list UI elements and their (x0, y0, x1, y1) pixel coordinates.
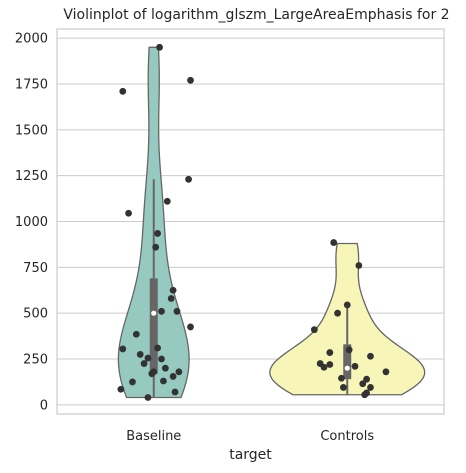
median-marker-controls (344, 365, 350, 371)
y-tick-label: 250 (23, 353, 48, 368)
data-point (161, 364, 169, 372)
data-point (169, 373, 177, 380)
data-point (119, 87, 127, 95)
data-point (330, 239, 338, 246)
data-point (355, 262, 363, 269)
data-point (187, 323, 194, 331)
y-tick-label: 1500 (15, 123, 48, 138)
y-tick-label: 1000 (15, 215, 48, 230)
data-point (152, 243, 160, 251)
data-point (187, 76, 194, 84)
data-point (129, 378, 136, 386)
data-point (158, 307, 165, 315)
data-point (361, 391, 369, 399)
data-point (148, 370, 156, 378)
x-tick-label: Controls (320, 429, 374, 444)
data-point (320, 363, 328, 371)
y-tick-label: 2000 (15, 32, 48, 47)
data-point (173, 307, 181, 315)
data-point (382, 368, 390, 376)
data-point (160, 377, 167, 385)
data-point (339, 384, 347, 391)
data-point (136, 351, 144, 358)
data-point (351, 362, 359, 370)
data-point (144, 354, 152, 362)
data-point (326, 349, 334, 356)
data-point (326, 361, 334, 368)
median-marker-baseline (151, 310, 157, 316)
data-point (171, 388, 179, 396)
data-point (163, 197, 171, 205)
data-point (158, 355, 165, 363)
x-tick-labels: Baseline Controls (126, 429, 374, 444)
data-point (367, 384, 374, 391)
x-axis-title: target (229, 447, 272, 463)
data-point (359, 380, 367, 388)
x-tick-label: Baseline (126, 429, 181, 444)
data-point (343, 301, 351, 309)
data-point (175, 368, 183, 376)
data-point (367, 352, 374, 360)
data-point (156, 43, 163, 51)
data-point (345, 346, 353, 354)
data-point (338, 374, 345, 382)
data-point (125, 209, 132, 217)
point-layer (117, 43, 390, 401)
data-point (144, 394, 152, 401)
data-point (167, 295, 175, 302)
y-tick-labels: 0 250 500 750 1000 1250 1500 1750 2000 (15, 32, 48, 414)
y-tick-label: 750 (23, 261, 48, 276)
data-point (334, 309, 341, 317)
data-point (169, 286, 177, 294)
data-point (310, 326, 318, 334)
y-tick-label: 0 (40, 398, 48, 413)
data-point (154, 344, 162, 352)
y-tick-label: 500 (23, 307, 48, 322)
data-point (117, 385, 125, 393)
data-point (132, 330, 140, 338)
data-point (140, 360, 148, 367)
chart-title: Violinplot of logarithm_glszm_LargeAreaE… (63, 7, 449, 23)
violin-layer (117, 46, 426, 399)
iqr-box-controls (343, 344, 352, 380)
y-tick-label: 1250 (15, 169, 48, 184)
data-point (363, 375, 370, 383)
data-point (119, 345, 127, 353)
data-point (154, 230, 162, 237)
iqr-box-baseline (149, 278, 158, 374)
y-tick-label: 1750 (15, 78, 48, 93)
data-point (185, 175, 192, 183)
plot-frame (56, 28, 445, 415)
